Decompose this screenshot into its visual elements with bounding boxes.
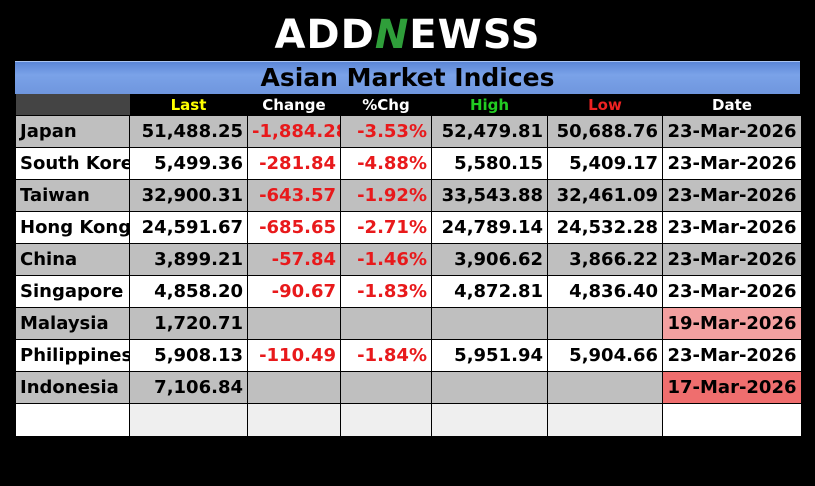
change-value: -281.84 [247, 147, 341, 180]
table-row: Philippines 5,908.13 -110.49 -1.84% 5,951.94… [15, 339, 802, 372]
low-value: 24,532.28 [547, 211, 663, 244]
table-title-bar: Asian Market Indices [15, 61, 800, 94]
index-name: Taiwan [15, 179, 130, 212]
empty-cell [15, 403, 130, 437]
date-value: 23-Mar-2026 [662, 115, 802, 148]
index-name: South Korea [15, 147, 130, 180]
index-name: Hong Kong [15, 211, 130, 244]
pct-change-value [340, 307, 432, 340]
low-value: 3,866.22 [547, 243, 663, 276]
header-index [15, 94, 130, 116]
change-value: -643.57 [247, 179, 341, 212]
pct-change-value: -3.53% [340, 115, 432, 148]
table-row: Indonesia 7,106.84 17-Mar-2026 [15, 371, 802, 404]
empty-cell [340, 403, 432, 437]
header-high: High [431, 94, 548, 116]
logo-mark: N [374, 12, 410, 58]
pct-change-value [340, 371, 432, 404]
change-value [247, 371, 341, 404]
change-value: -685.65 [247, 211, 341, 244]
logo-text-2: EWSS [409, 12, 541, 58]
pct-change-value: -1.84% [340, 339, 432, 372]
date-value: 23-Mar-2026 [662, 147, 802, 180]
change-value: -57.84 [247, 243, 341, 276]
low-value: 50,688.76 [547, 115, 663, 148]
low-value: 4,836.40 [547, 275, 663, 308]
low-value: 5,904.66 [547, 339, 663, 372]
index-name: China [15, 243, 130, 276]
date-value: 19-Mar-2026 [662, 307, 802, 340]
logo-text-1: ADD [274, 12, 375, 58]
table-row: Taiwan 32,900.31 -643.57 -1.92% 33,543.88 32,… [15, 179, 802, 212]
index-name: Philippines [15, 339, 130, 372]
table-row: Japan 51,488.25 -1,884.28 -3.53% 52,479.81 50… [15, 115, 802, 148]
empty-row [15, 403, 802, 437]
date-value: 23-Mar-2026 [662, 339, 802, 372]
high-value: 52,479.81 [431, 115, 548, 148]
date-value: 17-Mar-2026 [662, 371, 802, 404]
pct-change-value: -4.88% [340, 147, 432, 180]
last-value: 1,720.71 [129, 307, 248, 340]
empty-cell [662, 403, 802, 437]
date-value: 23-Mar-2026 [662, 211, 802, 244]
last-value: 32,900.31 [129, 179, 248, 212]
header-last: Last [129, 94, 248, 116]
empty-cell [129, 403, 248, 437]
header-pct-change: %Chg [340, 94, 432, 116]
table-title: Asian Market Indices [260, 63, 555, 92]
table-row: Singapore 4,858.20 -90.67 -1.83% 4,872.81 4,8… [15, 275, 802, 308]
table-row: South Korea5,499.36-281.84-4.88%5,580.15… [15, 147, 802, 180]
index-name: Japan [15, 115, 130, 148]
high-value: 3,906.62 [431, 243, 548, 276]
low-value [547, 307, 663, 340]
market-indices-table: Last Change %Chg High Low Date Japan 51,4… [15, 94, 802, 437]
pct-change-value: -1.83% [340, 275, 432, 308]
last-value: 7,106.84 [129, 371, 248, 404]
date-value: 23-Mar-2026 [662, 275, 802, 308]
last-value: 4,858.20 [129, 275, 248, 308]
change-value: -110.49 [247, 339, 341, 372]
table-row: Malaysia 1,720.71 19-Mar-2026 [15, 307, 802, 340]
header-low: Low [547, 94, 663, 116]
high-value: 5,580.15 [431, 147, 548, 180]
empty-cell [547, 403, 663, 437]
high-value: 24,789.14 [431, 211, 548, 244]
table-row: Hong Kong 24,591.67 -685.65 -2.71% 24,789.14… [15, 211, 802, 244]
table-row: China 3,899.21 -57.84 -1.46% 3,906.62 3,866.2… [15, 243, 802, 276]
date-value: 23-Mar-2026 [662, 179, 802, 212]
header-date: Date [662, 94, 802, 116]
last-value: 3,899.21 [129, 243, 248, 276]
last-value: 5,908.13 [129, 339, 248, 372]
change-value: -1,884.28 [247, 115, 341, 148]
index-name: Indonesia [15, 371, 130, 404]
last-value: 24,591.67 [129, 211, 248, 244]
header-row: Last Change %Chg High Low Date [15, 94, 802, 116]
empty-cell [247, 403, 341, 437]
last-value: 51,488.25 [129, 115, 248, 148]
empty-cell [431, 403, 548, 437]
high-value [431, 307, 548, 340]
high-value: 33,543.88 [431, 179, 548, 212]
change-value [247, 307, 341, 340]
low-value: 5,409.17 [547, 147, 663, 180]
pct-change-value: -1.92% [340, 179, 432, 212]
index-name: Malaysia [15, 307, 130, 340]
change-value: -90.67 [247, 275, 341, 308]
high-value [431, 371, 548, 404]
index-name: Singapore [15, 275, 130, 308]
high-value: 4,872.81 [431, 275, 548, 308]
last-value: 5,499.36 [129, 147, 248, 180]
low-value: 32,461.09 [547, 179, 663, 212]
pct-change-value: -1.46% [340, 243, 432, 276]
pct-change-value: -2.71% [340, 211, 432, 244]
high-value: 5,951.94 [431, 339, 548, 372]
date-value: 23-Mar-2026 [662, 243, 802, 276]
site-logo: ADDNEWSS [0, 10, 815, 60]
header-change: Change [247, 94, 341, 116]
low-value [547, 371, 663, 404]
